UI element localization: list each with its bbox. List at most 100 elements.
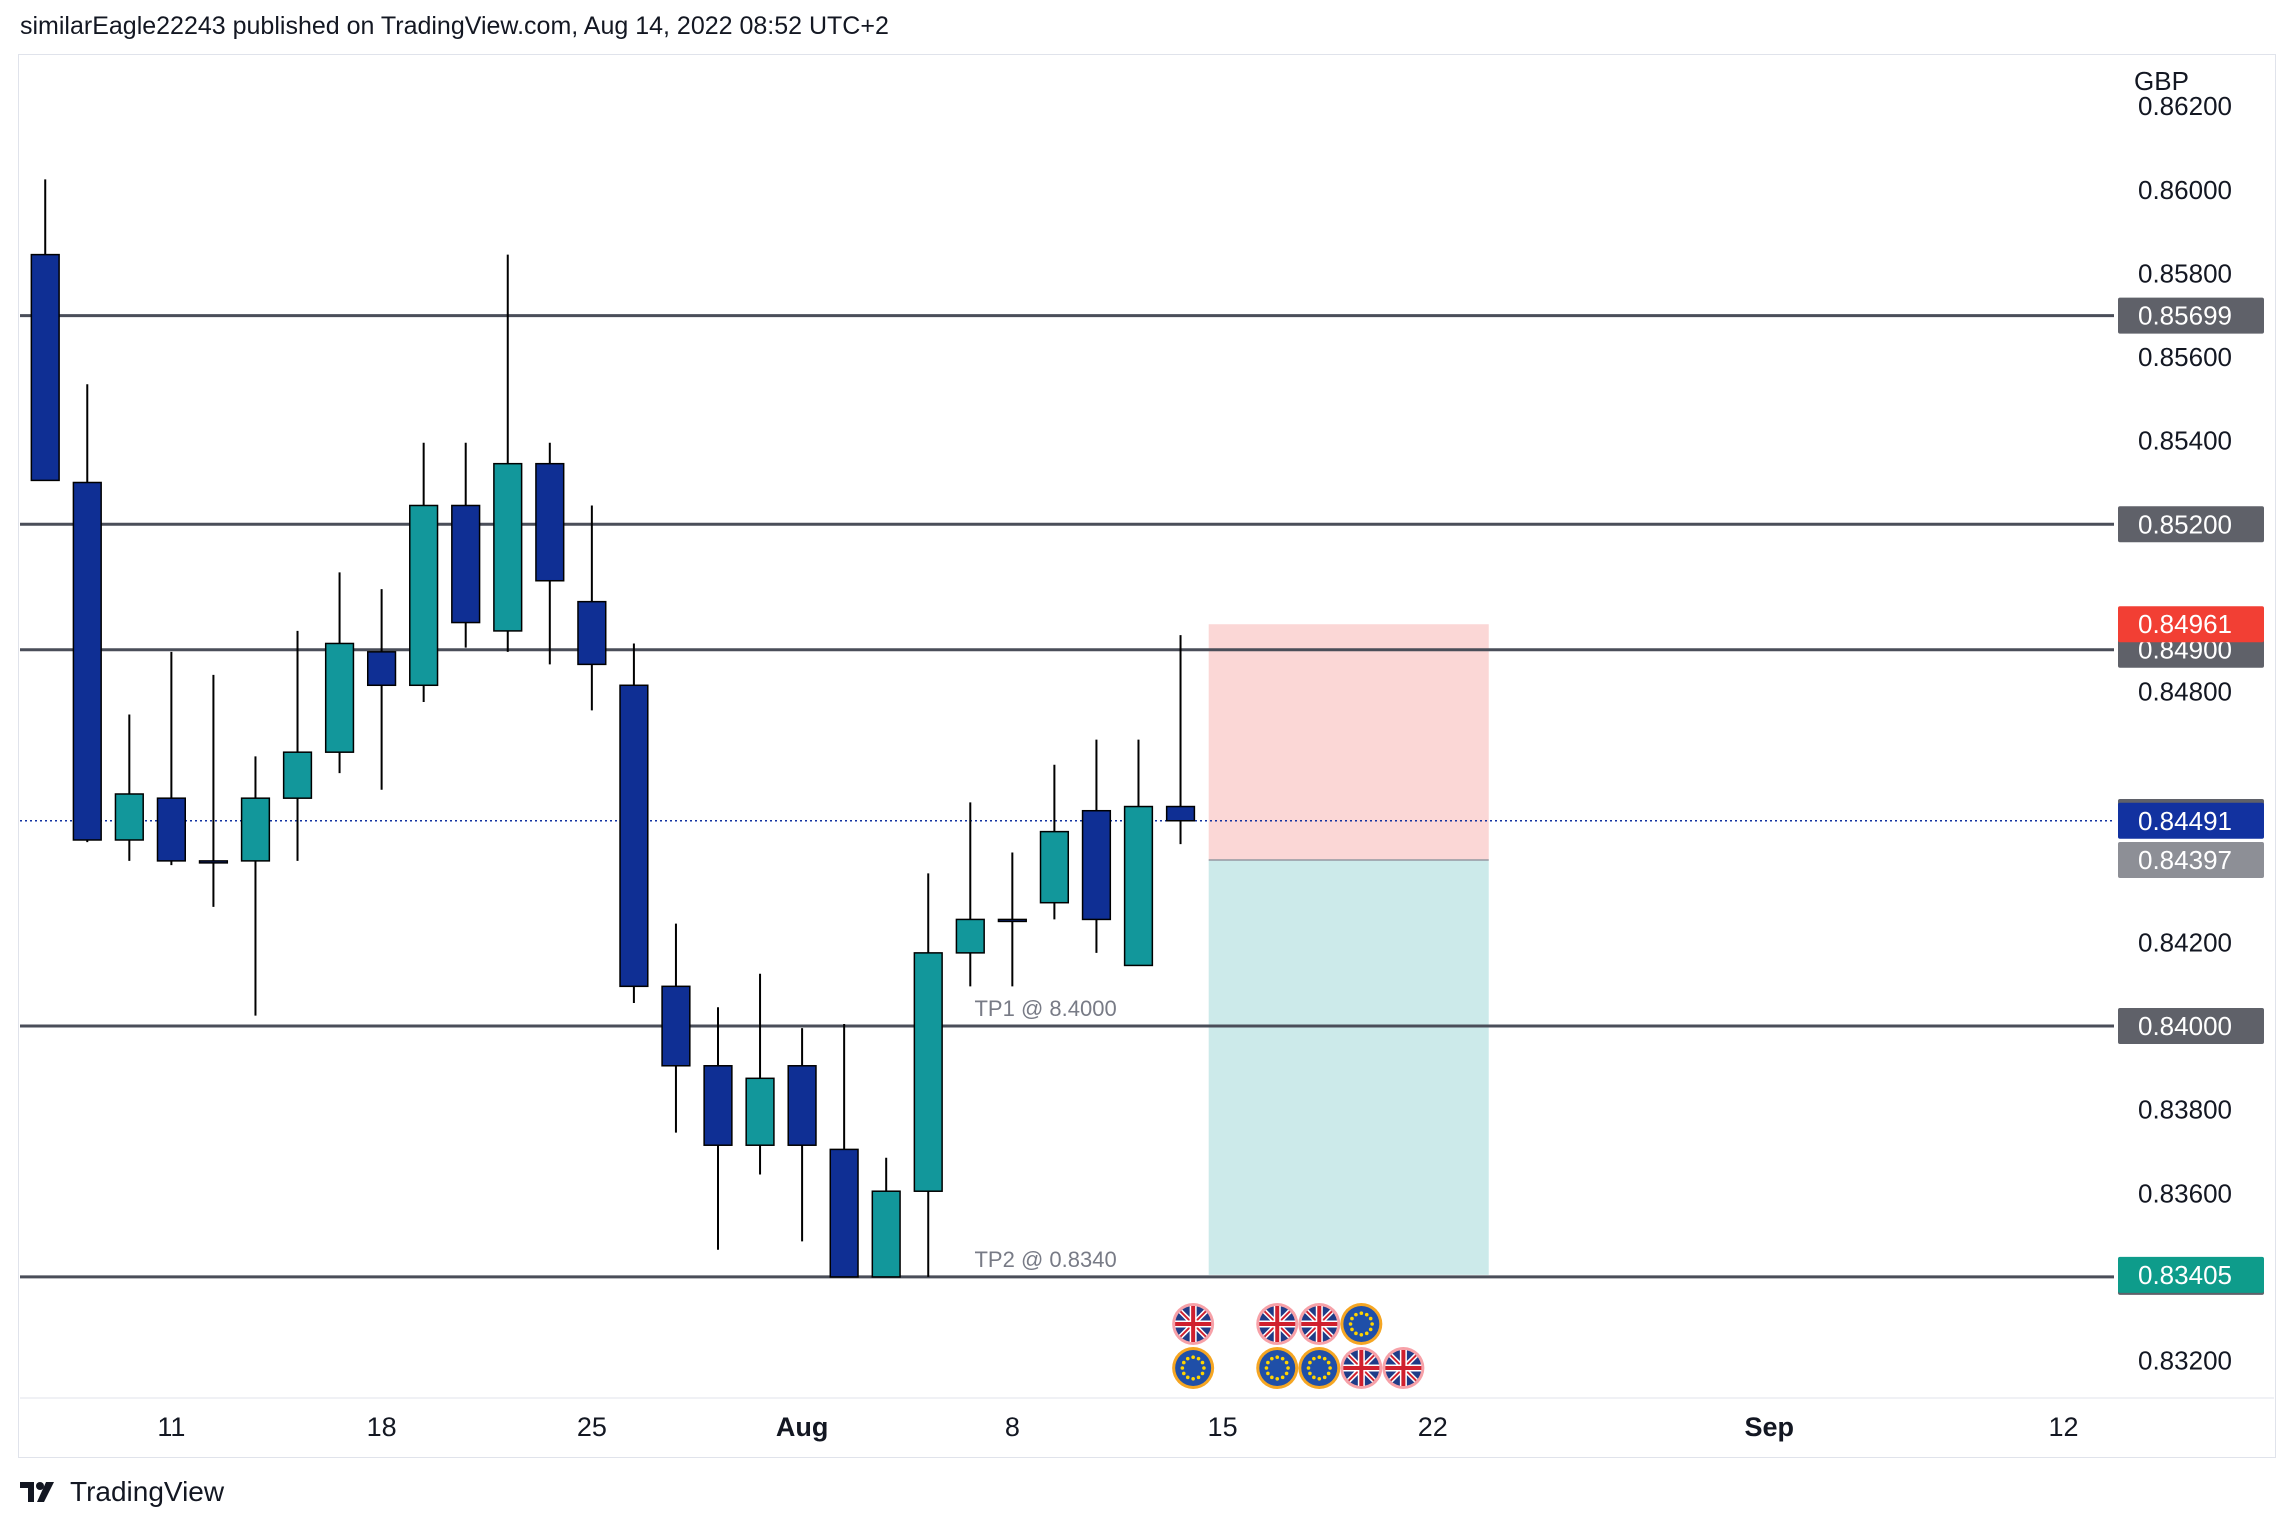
flag-star — [1354, 1312, 1358, 1317]
tradingview-logo-icon — [20, 1482, 54, 1502]
candle-body — [324, 642, 355, 753]
position-zones — [1208, 624, 1489, 1275]
candle-body — [1039, 830, 1070, 904]
badge-bg — [2118, 802, 2264, 839]
uk-flag-icon — [1172, 1303, 1215, 1345]
candle-1 — [72, 384, 102, 843]
flag-star — [1350, 1327, 1354, 1332]
y-tick-label: 0.84200 — [2138, 927, 2232, 957]
flag-star — [1328, 1366, 1332, 1370]
candle-5 — [240, 756, 271, 1016]
flag-star — [1317, 1377, 1322, 1381]
x-tick-label: 25 — [577, 1412, 607, 1442]
flag-star — [1185, 1375, 1190, 1380]
horizontal-levels — [20, 314, 2114, 1279]
uk-flag-icon — [1298, 1303, 1341, 1345]
flag-star — [1196, 1375, 1201, 1380]
flag-star — [1286, 1366, 1290, 1370]
flag-star — [1266, 1371, 1270, 1376]
flag-star — [1326, 1360, 1331, 1365]
candle-body — [451, 504, 481, 624]
flag-star — [1275, 1355, 1280, 1359]
chart-frame — [18, 54, 2276, 1458]
flag-star — [1200, 1371, 1205, 1376]
candles — [30, 179, 1196, 1278]
publish-header: similarEagle22243 published on TradingVi… — [20, 12, 889, 40]
candle-body — [30, 253, 60, 482]
candle-12 — [535, 442, 565, 665]
target-price-badge: 0.83405 — [2118, 1256, 2264, 1293]
badge-bg — [2118, 1256, 2264, 1293]
candle-13 — [577, 505, 607, 711]
uk-flag-icon — [1340, 1347, 1383, 1389]
badge-label: 0.84000 — [2138, 1011, 2232, 1041]
candle-23 — [997, 852, 1027, 987]
x-tick-label: 11 — [157, 1412, 185, 1442]
candle-body — [1081, 809, 1112, 921]
candle-body — [829, 1148, 859, 1278]
flag-star — [1322, 1375, 1327, 1380]
x-tick-label: 12 — [2049, 1412, 2079, 1442]
badge-bg — [2118, 297, 2264, 334]
candle-6 — [282, 630, 313, 861]
candle-body — [745, 1077, 775, 1146]
flag-star — [1191, 1377, 1195, 1381]
candle-17 — [745, 973, 775, 1175]
flag-star — [1359, 1311, 1364, 1315]
flag-star — [1200, 1360, 1205, 1365]
flag-star — [1354, 1331, 1358, 1336]
candle-body — [156, 797, 186, 862]
eu-flag-icon — [1172, 1347, 1215, 1389]
stop-loss-zone — [1208, 624, 1489, 861]
y-tick-label: 0.84800 — [2138, 677, 2232, 707]
flag-base — [1301, 1350, 1338, 1386]
candle-4 — [198, 674, 229, 907]
candle-body — [282, 751, 313, 799]
flag-star — [1364, 1312, 1369, 1317]
badge-label: 0.84961 — [2138, 609, 2232, 639]
x-tick-label: 8 — [1005, 1412, 1020, 1442]
candle-18 — [787, 1028, 817, 1242]
y-tick-label: 0.85600 — [2138, 342, 2232, 372]
candle-10 — [451, 442, 481, 648]
flag-star — [1196, 1356, 1201, 1361]
time-axis: 11 18 25 Aug 8 15 22 Sep 12 — [20, 1397, 2274, 1442]
flag-base — [1259, 1350, 1296, 1386]
candle-body — [1123, 805, 1154, 967]
candle-body — [72, 481, 102, 841]
candle-body — [913, 952, 943, 1192]
y-tick-label: 0.83600 — [2138, 1178, 2232, 1208]
candle-body — [787, 1065, 817, 1146]
badge-bg — [2118, 842, 2264, 879]
x-tick-label: Aug — [776, 1412, 828, 1442]
flag-star — [1270, 1375, 1274, 1380]
uk-flag-icon — [1256, 1303, 1299, 1345]
candle-body — [409, 504, 439, 687]
entry-price-badge: 0.84397 — [2118, 842, 2264, 879]
x-tick-label: 18 — [367, 1412, 397, 1442]
flag-star — [1350, 1316, 1354, 1321]
flag-star — [1348, 1322, 1353, 1326]
badge-label: 0.85699 — [2138, 301, 2232, 331]
flag-star — [1185, 1356, 1190, 1361]
y-tick-label: 0.83200 — [2138, 1346, 2232, 1376]
candle-body — [1165, 805, 1196, 822]
badge-bg — [2118, 606, 2264, 643]
candle-body — [997, 918, 1027, 923]
candle-body — [535, 462, 565, 582]
candle-body — [114, 793, 144, 841]
flag-base — [1343, 1306, 1380, 1342]
economic-events — [1172, 1303, 1425, 1389]
flag-star — [1322, 1356, 1327, 1361]
footer: TradingView — [20, 1476, 224, 1508]
brand-name: TradingView — [70, 1476, 225, 1507]
candle-16 — [703, 1007, 733, 1250]
y-tick-label: 0.85800 — [2138, 258, 2232, 288]
candle-15 — [661, 923, 691, 1133]
flag-star — [1308, 1371, 1312, 1376]
y-tick-label: 0.86000 — [2138, 175, 2232, 205]
flag-star — [1368, 1316, 1373, 1321]
candle-11 — [493, 254, 523, 652]
